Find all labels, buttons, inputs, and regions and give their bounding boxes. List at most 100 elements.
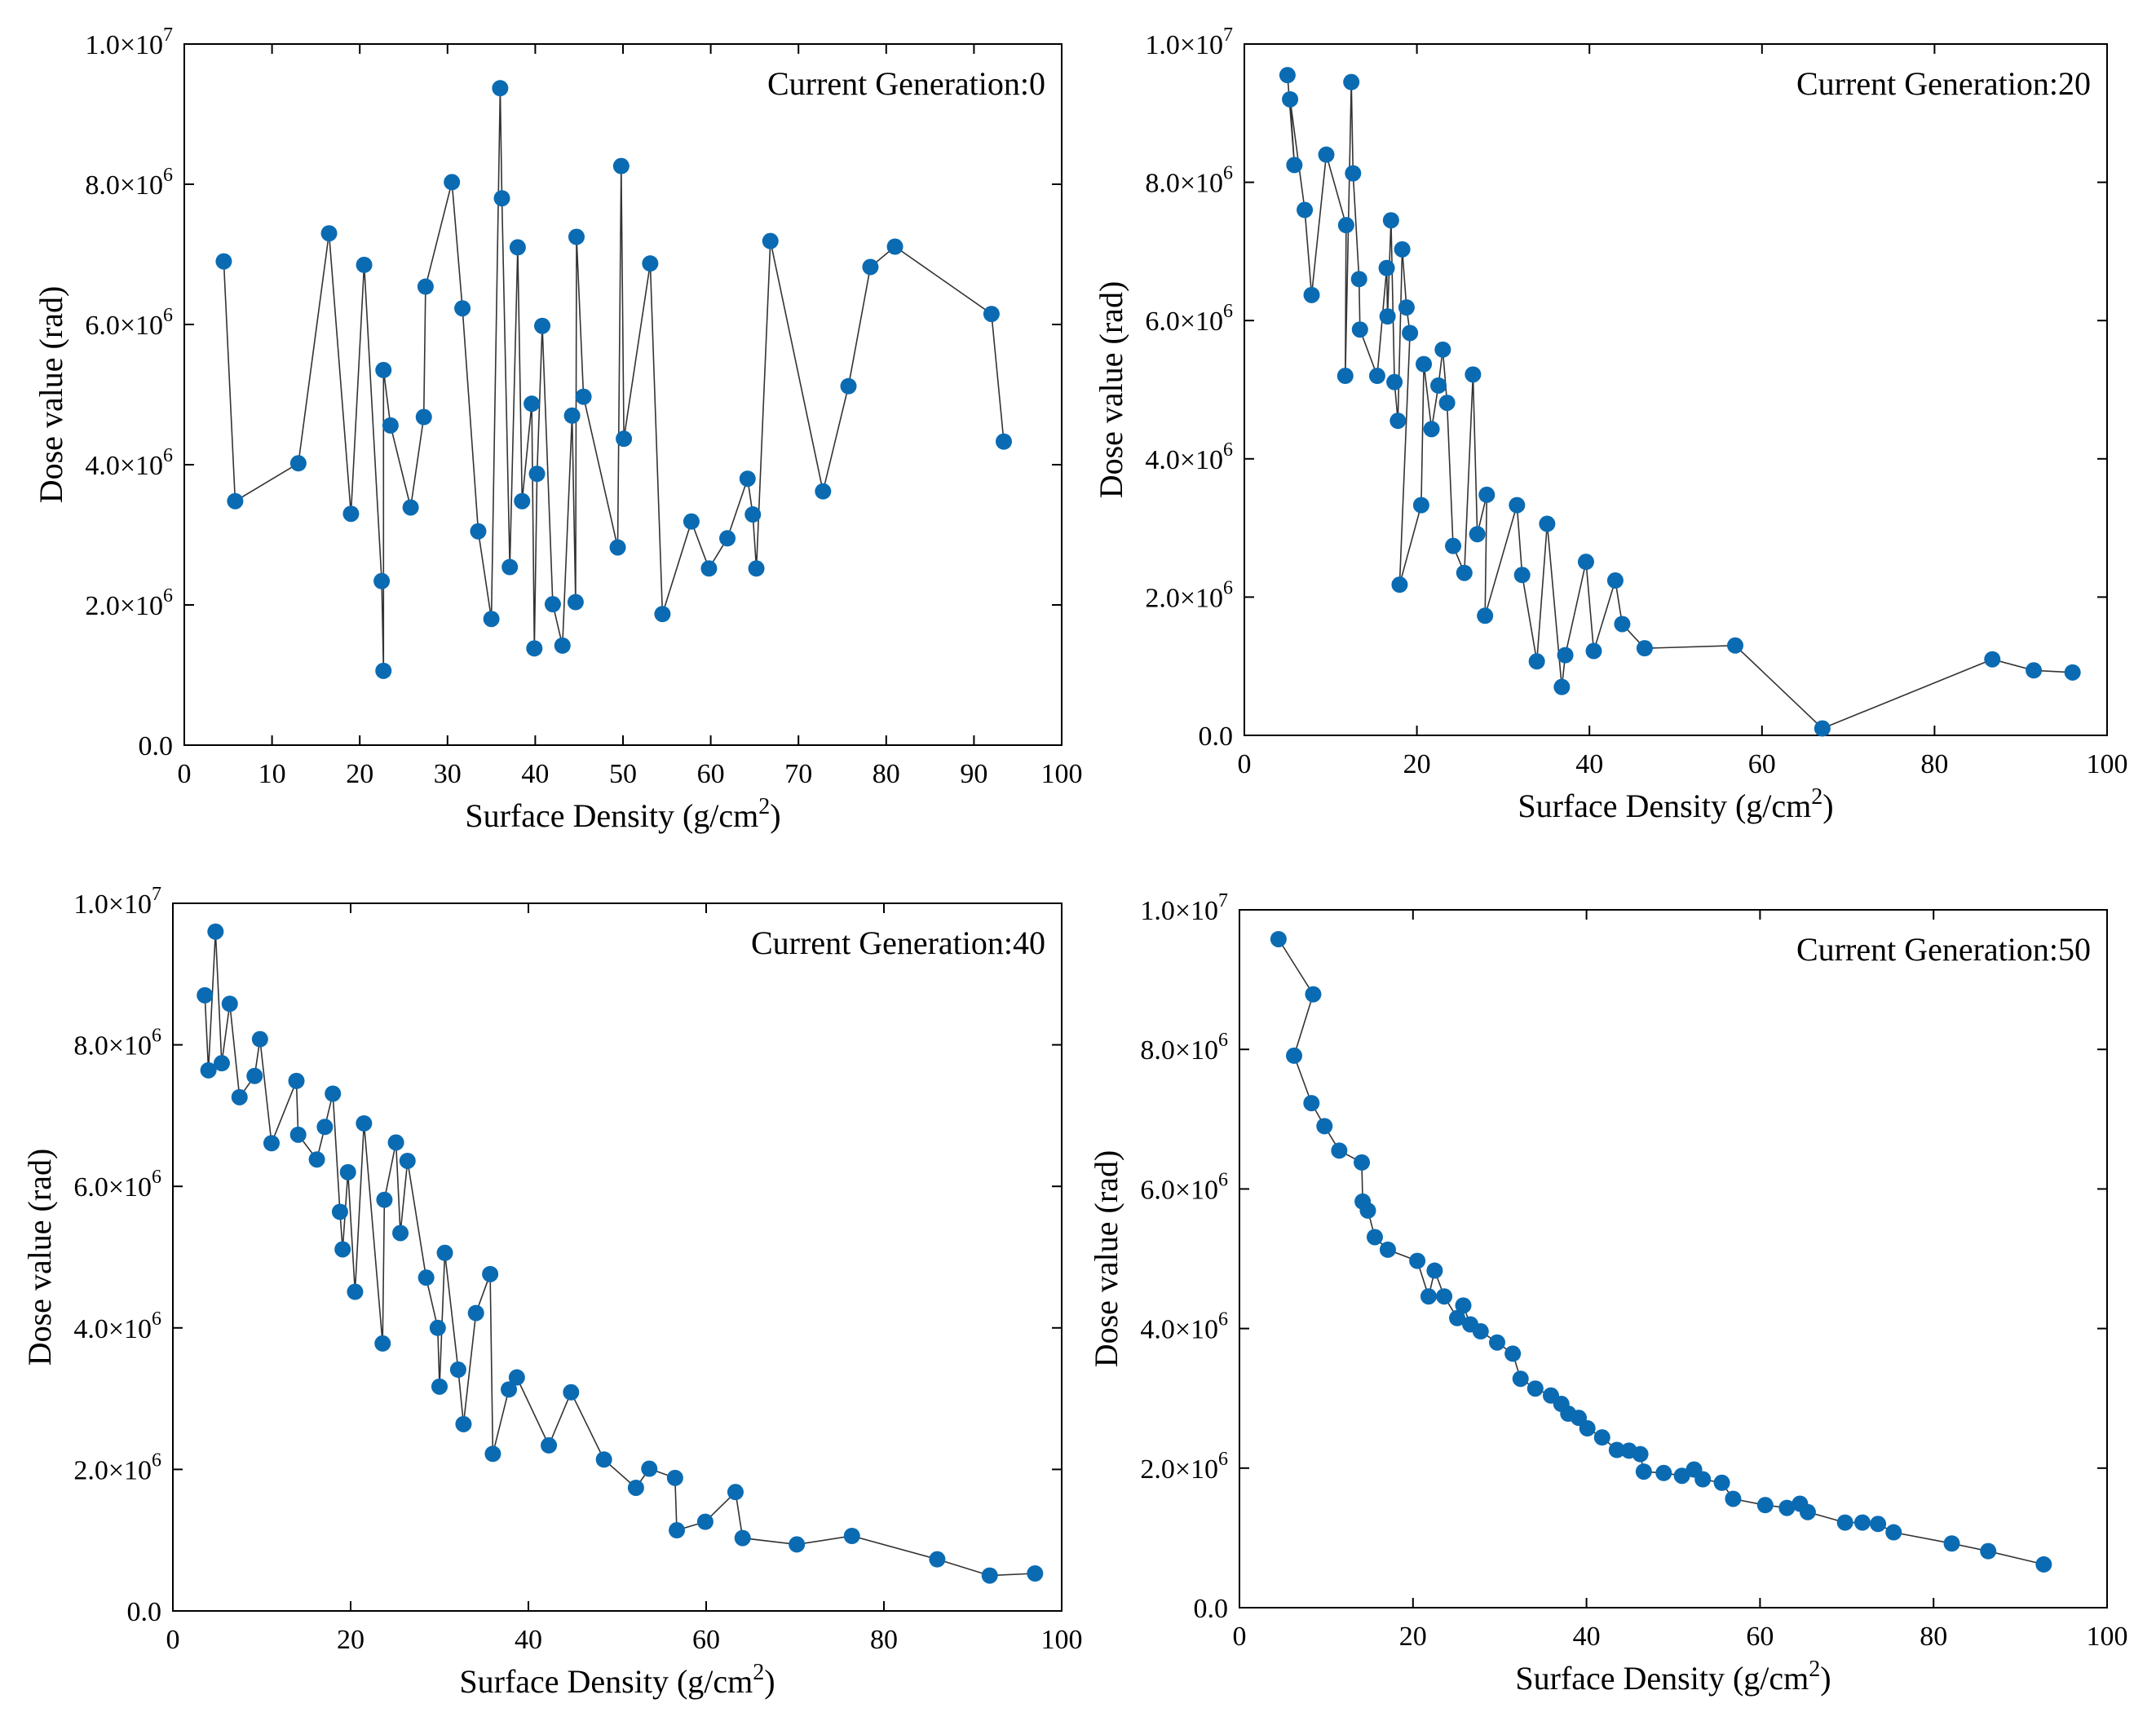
- data-point: [1416, 355, 1433, 373]
- data-point: [1027, 1564, 1044, 1582]
- data-point: [1614, 616, 1631, 633]
- y-tick-label-exp: 6: [1218, 1169, 1228, 1190]
- data-point: [289, 1126, 307, 1143]
- data-point: [227, 492, 244, 510]
- x-axis-title-text: Surface Density (g/cm: [1518, 788, 1811, 824]
- data-point: [1539, 515, 1556, 532]
- x-tick-label: 40: [1573, 1622, 1601, 1652]
- data-point: [1477, 607, 1494, 624]
- x-axis-title: Surface Density (g/cm2): [1515, 1657, 1831, 1697]
- y-tick-label-exp: 6: [163, 585, 173, 607]
- y-tick-label: 8.0×106: [73, 1026, 161, 1061]
- data-point: [595, 1451, 612, 1468]
- generation-label: Current Generation:50: [1796, 931, 2091, 968]
- y-tick-label: 1.0×107: [73, 884, 161, 920]
- data-point: [683, 513, 700, 530]
- y-tick-label: 8.0×106: [1140, 1030, 1228, 1066]
- data-point: [1423, 421, 1440, 438]
- chart-panel-2: 0 20 40 60 80 1000.02.0×1064.0×1066.0×1068.0×…: [21, 884, 1083, 1700]
- data-point: [1836, 1514, 1853, 1531]
- y-tick-label-base: 8.0×10: [1140, 1035, 1218, 1066]
- data-point: [840, 377, 857, 395]
- y-tick-label-base: 2.0×10: [1145, 583, 1223, 613]
- y-tick-label-base: 6.0×10: [85, 311, 163, 341]
- data-point: [1478, 486, 1496, 503]
- chart-panel-3: 0 20 40 60 80 1000.02.0×1064.0×1066.0×1068.0×…: [1088, 890, 2128, 1697]
- data-point: [508, 1369, 525, 1386]
- data-point: [528, 466, 546, 483]
- x-tick-label: 80: [873, 759, 900, 789]
- data-point: [1305, 986, 1322, 1003]
- y-tick-label-base: 6.0×10: [73, 1172, 152, 1202]
- data-point: [1608, 1441, 1625, 1458]
- data-point: [1343, 73, 1360, 90]
- data-point: [1814, 720, 1831, 737]
- data-point: [744, 506, 762, 523]
- data-point: [483, 611, 500, 628]
- data-point: [387, 1134, 404, 1151]
- data-point: [1553, 678, 1571, 695]
- x-axis-title: Surface Density (g/cm2): [465, 794, 780, 834]
- y-tick-label-base: 0.0: [139, 731, 174, 761]
- data-point: [1445, 537, 1462, 554]
- data-point: [251, 1030, 268, 1048]
- data-point: [436, 1244, 453, 1261]
- data-point: [612, 157, 630, 174]
- data-point: [375, 361, 392, 378]
- y-tick-label-base: 0.0: [1199, 721, 1234, 752]
- data-point: [627, 1479, 644, 1496]
- y-tick-label: 6.0×106: [73, 1167, 161, 1202]
- data-point: [1378, 259, 1395, 276]
- data-point: [1434, 341, 1451, 358]
- data-point: [563, 407, 581, 424]
- series-line: [223, 88, 1005, 671]
- data-point: [1279, 67, 1296, 84]
- data-point: [981, 1567, 998, 1584]
- data-point: [1303, 1095, 1320, 1112]
- generation-label: Current Generation:20: [1796, 65, 2091, 102]
- data-point: [382, 417, 399, 434]
- data-point: [1636, 640, 1653, 657]
- data-point: [575, 388, 592, 405]
- y-tick-label: 0.0: [139, 731, 174, 761]
- data-point: [1354, 1154, 1371, 1171]
- data-point: [983, 306, 1000, 323]
- data-point: [739, 470, 756, 488]
- y-tick-label-exp: 6: [152, 1026, 161, 1047]
- data-point: [1336, 368, 1354, 385]
- data-point: [534, 317, 551, 334]
- data-point: [1655, 1464, 1672, 1481]
- data-point: [288, 1072, 305, 1089]
- data-point: [417, 278, 434, 295]
- data-point: [1386, 373, 1403, 391]
- y-tick-label: 6.0×106: [1140, 1169, 1228, 1205]
- y-tick-label-exp: 7: [152, 884, 161, 905]
- data-point: [1456, 564, 1473, 581]
- y-tick-label-base: 4.0×10: [85, 451, 163, 481]
- x-axis-title-sup: 2: [1811, 784, 1822, 810]
- data-point: [2026, 662, 2043, 679]
- x-tick-label: 100: [2087, 749, 2128, 779]
- y-tick-label: 2.0×106: [73, 1450, 161, 1485]
- data-point: [1331, 1142, 1348, 1159]
- y-tick-label-base: 6.0×10: [1145, 307, 1223, 337]
- data-point: [207, 923, 224, 940]
- x-tick-label: 40: [1575, 749, 1603, 779]
- data-point: [1382, 212, 1399, 229]
- data-point: [470, 523, 487, 540]
- y-tick-label: 1.0×107: [1145, 24, 1233, 60]
- data-point: [444, 174, 461, 191]
- x-tick-label: 40: [521, 759, 549, 789]
- x-tick-label: 0: [1233, 1622, 1247, 1652]
- data-point: [1438, 395, 1456, 412]
- y-tick-label-exp: 6: [152, 1167, 161, 1188]
- plot-frame: [1244, 43, 2108, 736]
- series-line: [204, 931, 1036, 1577]
- y-tick-label: 0.0: [127, 1597, 162, 1627]
- data-point: [886, 238, 903, 255]
- data-point: [418, 1269, 435, 1286]
- data-point: [1585, 642, 1602, 660]
- data-point: [654, 606, 671, 623]
- y-tick-label-exp: 6: [163, 165, 173, 186]
- data-point: [544, 596, 561, 613]
